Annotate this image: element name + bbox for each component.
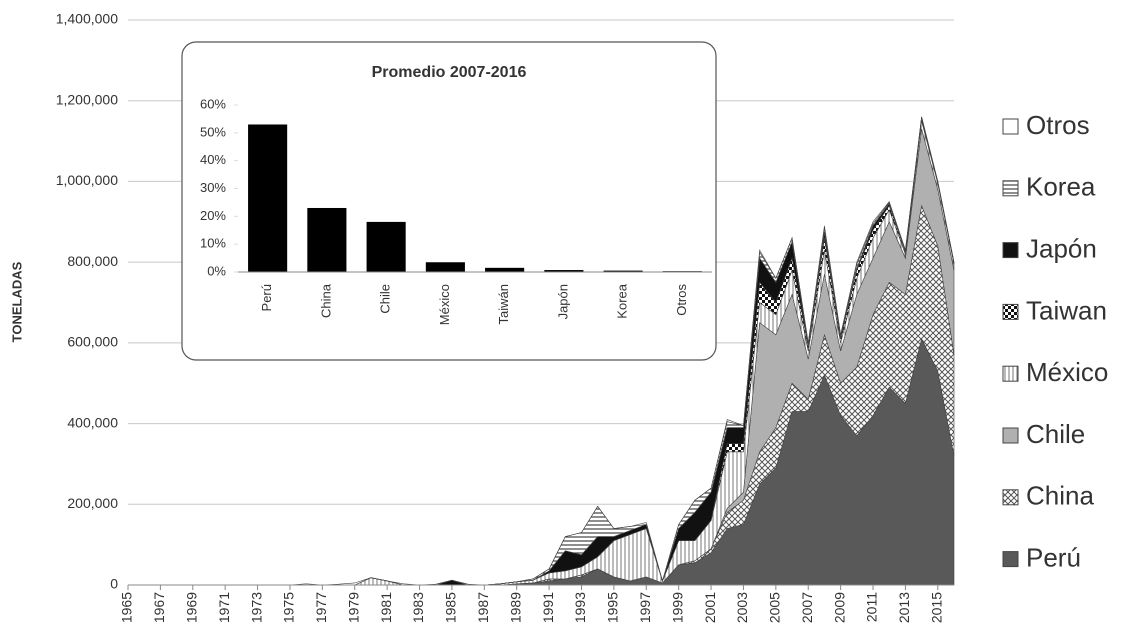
legend-swatch [1002,551,1019,568]
x-tick-label: 2003 [734,592,750,623]
legend-swatch [1002,180,1019,197]
y-tick-label: 1,200,000 [56,91,118,107]
x-tick-label: 2015 [929,592,945,623]
inset-chart: Promedio 2007-2016 0% 10% 20% 30% 40% 50% 60% Pe… [200,64,712,325]
x-tick-label: Chile [378,284,393,314]
x-tick-label: 1999 [669,592,685,623]
x-tick-label: 1995 [605,592,621,623]
x-tick-label: 2001 [702,592,718,623]
y-tick-label: 1,000,000 [56,172,118,188]
x-tick-label: Japón [555,284,570,319]
y-tick-label: 0% [207,263,226,278]
x-tick-label: 1969 [183,592,199,623]
x-tick-label: Otros [674,284,689,316]
bar [248,124,288,272]
x-tick-label: Taiwán [496,284,511,324]
x-tick-label: 2009 [831,592,847,623]
x-tick-label: 2011 [864,592,880,622]
y-tick-label: 400,000 [67,414,118,430]
x-tick-label: 2007 [799,592,815,623]
legend-swatch [1002,303,1019,320]
x-tick-label: 1979 [345,592,361,623]
x-tick-label: México [437,284,452,325]
y-tick-label: 200,000 [67,495,118,511]
legend-swatch [1002,242,1019,259]
bar [544,270,584,272]
y-axis-label: TONELADAS [9,261,24,342]
x-tick-label: 1981 [378,592,394,623]
bar [485,267,525,272]
x-tick-label: 1965 [119,592,135,623]
y-tick-label: 30% [200,180,226,195]
x-tick-label: 1985 [443,592,459,623]
bar [307,207,347,272]
x-tick-label: 1971 [216,592,232,623]
bar [425,262,465,272]
legend-label: Taiwan [1026,295,1107,325]
x-tick-label: 1975 [281,592,297,623]
inset-title: Promedio 2007-2016 [372,64,527,81]
x-tick-label: China [318,283,333,318]
y-tick-label: 1,400,000 [56,11,118,27]
legend-label: Perú [1026,542,1081,572]
x-tick-label: Perú [259,284,274,311]
x-tick-label: 1989 [507,592,523,623]
x-tick-label: 2013 [896,592,912,623]
x-tick-label: 1967 [151,592,167,623]
legend-swatch [1002,118,1019,135]
legend-swatch [1002,489,1019,506]
legend-swatch [1002,427,1019,444]
y-tick-label: 800,000 [67,253,118,269]
bar [366,221,406,272]
legend-label: Otros [1026,110,1090,140]
x-tick-label: 1993 [572,592,588,623]
inset-frame [181,41,717,361]
y-tick-label: 20% [200,208,226,223]
legend-label: Korea [1026,172,1096,202]
x-tick-label: 1977 [313,592,329,623]
legend-swatch [1002,365,1019,382]
y-tick-label: 40% [200,152,226,167]
legend-label: Chile [1026,419,1085,449]
y-tick-label: 60% [200,96,226,111]
x-tick-label: 1991 [540,592,556,623]
y-tick-label: 0 [110,576,118,592]
bar [603,270,643,272]
x-tick-label: Korea [615,283,630,318]
y-tick-label: 50% [200,124,226,139]
y-tick-label: 10% [200,236,226,251]
x-tick-label: 2005 [767,592,783,623]
y-tick-label: 600,000 [67,334,118,350]
legend-label: Japón [1026,233,1097,263]
x-tick-label: 1973 [248,592,264,623]
x-tick-label: 1983 [410,592,426,623]
legend-label: México [1026,357,1108,387]
x-tick-label: 1987 [475,592,491,623]
legend-label: China [1026,481,1094,511]
x-tick-label: 1997 [637,592,653,623]
